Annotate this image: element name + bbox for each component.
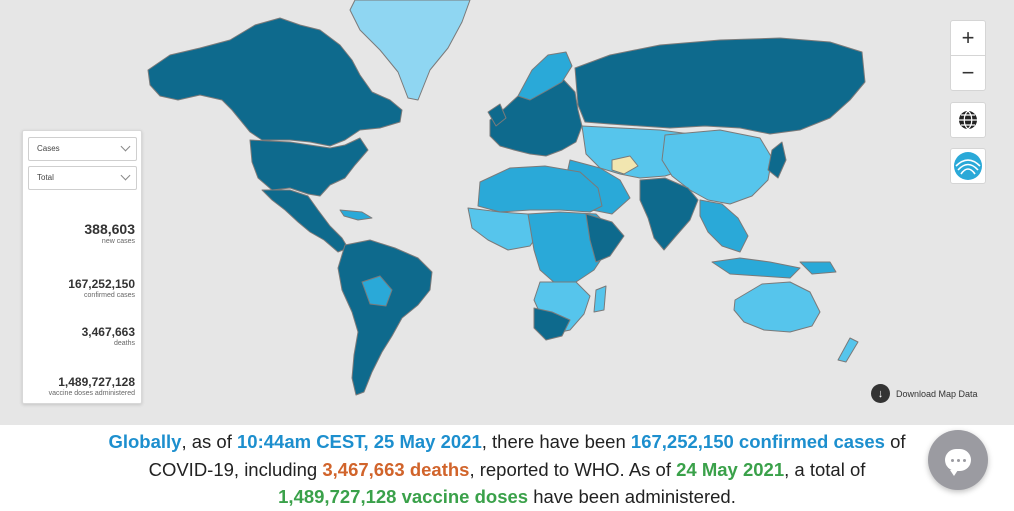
period-select[interactable]: Total	[28, 166, 137, 190]
region-scandinavia	[517, 51, 573, 101]
region-east-africa	[585, 213, 625, 263]
zoom-out-label: −	[961, 60, 975, 85]
stat-new-cases: 388,603 new cases	[84, 221, 135, 245]
world-choropleth-map[interactable]	[0, 0, 1014, 425]
region-se-asia	[699, 199, 749, 253]
period-select-value: Total	[37, 173, 54, 182]
summary-text: have been administered.	[528, 486, 736, 507]
summary-text: COVID-19, including	[148, 458, 323, 480]
summary-globally: Globally	[108, 431, 182, 452]
stat-value: 167,252,150	[68, 277, 135, 291]
region-brazil-inset	[361, 275, 393, 307]
stat-deaths: 3,467,663 deaths	[82, 325, 135, 347]
region-greenland	[349, 0, 471, 101]
region-south-africa	[533, 307, 571, 341]
region-south-america	[337, 239, 433, 396]
stat-label: deaths	[113, 340, 135, 347]
stats-panel: Cases Total 388,603 new cases 167,252,15…	[22, 130, 142, 404]
region-papua	[799, 261, 837, 275]
download-icon: ↓	[871, 384, 890, 403]
summary-text: of	[884, 431, 906, 452]
download-label: Download Map Data	[896, 388, 978, 399]
chat-bubble-icon	[945, 449, 971, 476]
globe-icon	[959, 110, 977, 130]
region-china	[661, 129, 773, 205]
layers-icon	[954, 152, 982, 180]
download-map-data-link[interactable]: ↓ Download Map Data	[871, 384, 978, 403]
region-north-africa	[477, 165, 603, 213]
global-summary-text: Globally, as of 10:44am CEST, 25 May 202…	[0, 428, 1014, 511]
summary-text: , as of	[181, 431, 237, 452]
region-indonesia	[711, 257, 801, 279]
zoom-in-label: +	[961, 25, 975, 50]
metric-select-value: Cases	[37, 144, 60, 153]
chevron-down-icon	[120, 170, 131, 181]
stat-confirmed-cases: 167,252,150 confirmed cases	[68, 277, 135, 299]
summary-text: , there have been	[481, 431, 631, 452]
world-map-area[interactable]: Cases Total 388,603 new cases 167,252,15…	[0, 0, 1014, 425]
region-mexico	[261, 189, 349, 253]
globe-view-button[interactable]	[950, 102, 986, 138]
summary-deaths: 3,467,663 deaths	[322, 458, 470, 480]
region-australia	[733, 281, 821, 333]
chat-button[interactable]	[928, 430, 988, 490]
region-japan	[767, 141, 787, 179]
stat-label: confirmed cases	[84, 292, 135, 299]
region-india	[639, 177, 699, 251]
summary-text: , a total of	[784, 458, 866, 480]
region-west-africa	[467, 207, 541, 251]
stat-value: 3,467,663	[81, 325, 135, 339]
stat-label: vaccine doses administered	[48, 390, 135, 397]
summary-vaccine-doses: 1,489,727,128 vaccine doses	[278, 486, 529, 507]
stat-value: 388,603	[84, 221, 135, 237]
stat-value: 1,489,727,128	[58, 375, 135, 389]
layers-button[interactable]	[950, 148, 986, 184]
summary-vaccine-date: 24 May 2021	[676, 458, 785, 480]
region-canada	[147, 17, 403, 147]
region-caribbean	[339, 209, 373, 221]
summary-confirmed-cases: 167,252,150 confirmed cases	[630, 431, 885, 452]
chevron-down-icon	[120, 141, 131, 152]
zoom-in-button[interactable]: +	[950, 20, 986, 56]
stat-vaccine-doses: 1,489,727,128 vaccine doses administered	[49, 375, 135, 397]
region-madagascar	[593, 285, 607, 313]
region-usa	[249, 137, 369, 197]
region-new-zealand	[837, 337, 859, 363]
region-russia	[574, 37, 866, 135]
region-turkmenistan	[611, 155, 639, 175]
summary-text: , reported to WHO. As of	[469, 458, 677, 480]
metric-select[interactable]: Cases	[28, 137, 137, 161]
region-uk	[487, 103, 507, 127]
zoom-out-button[interactable]: −	[950, 55, 986, 91]
stat-label: new cases	[101, 238, 135, 245]
summary-timestamp: 10:44am CEST, 25 May 2021	[237, 431, 482, 452]
